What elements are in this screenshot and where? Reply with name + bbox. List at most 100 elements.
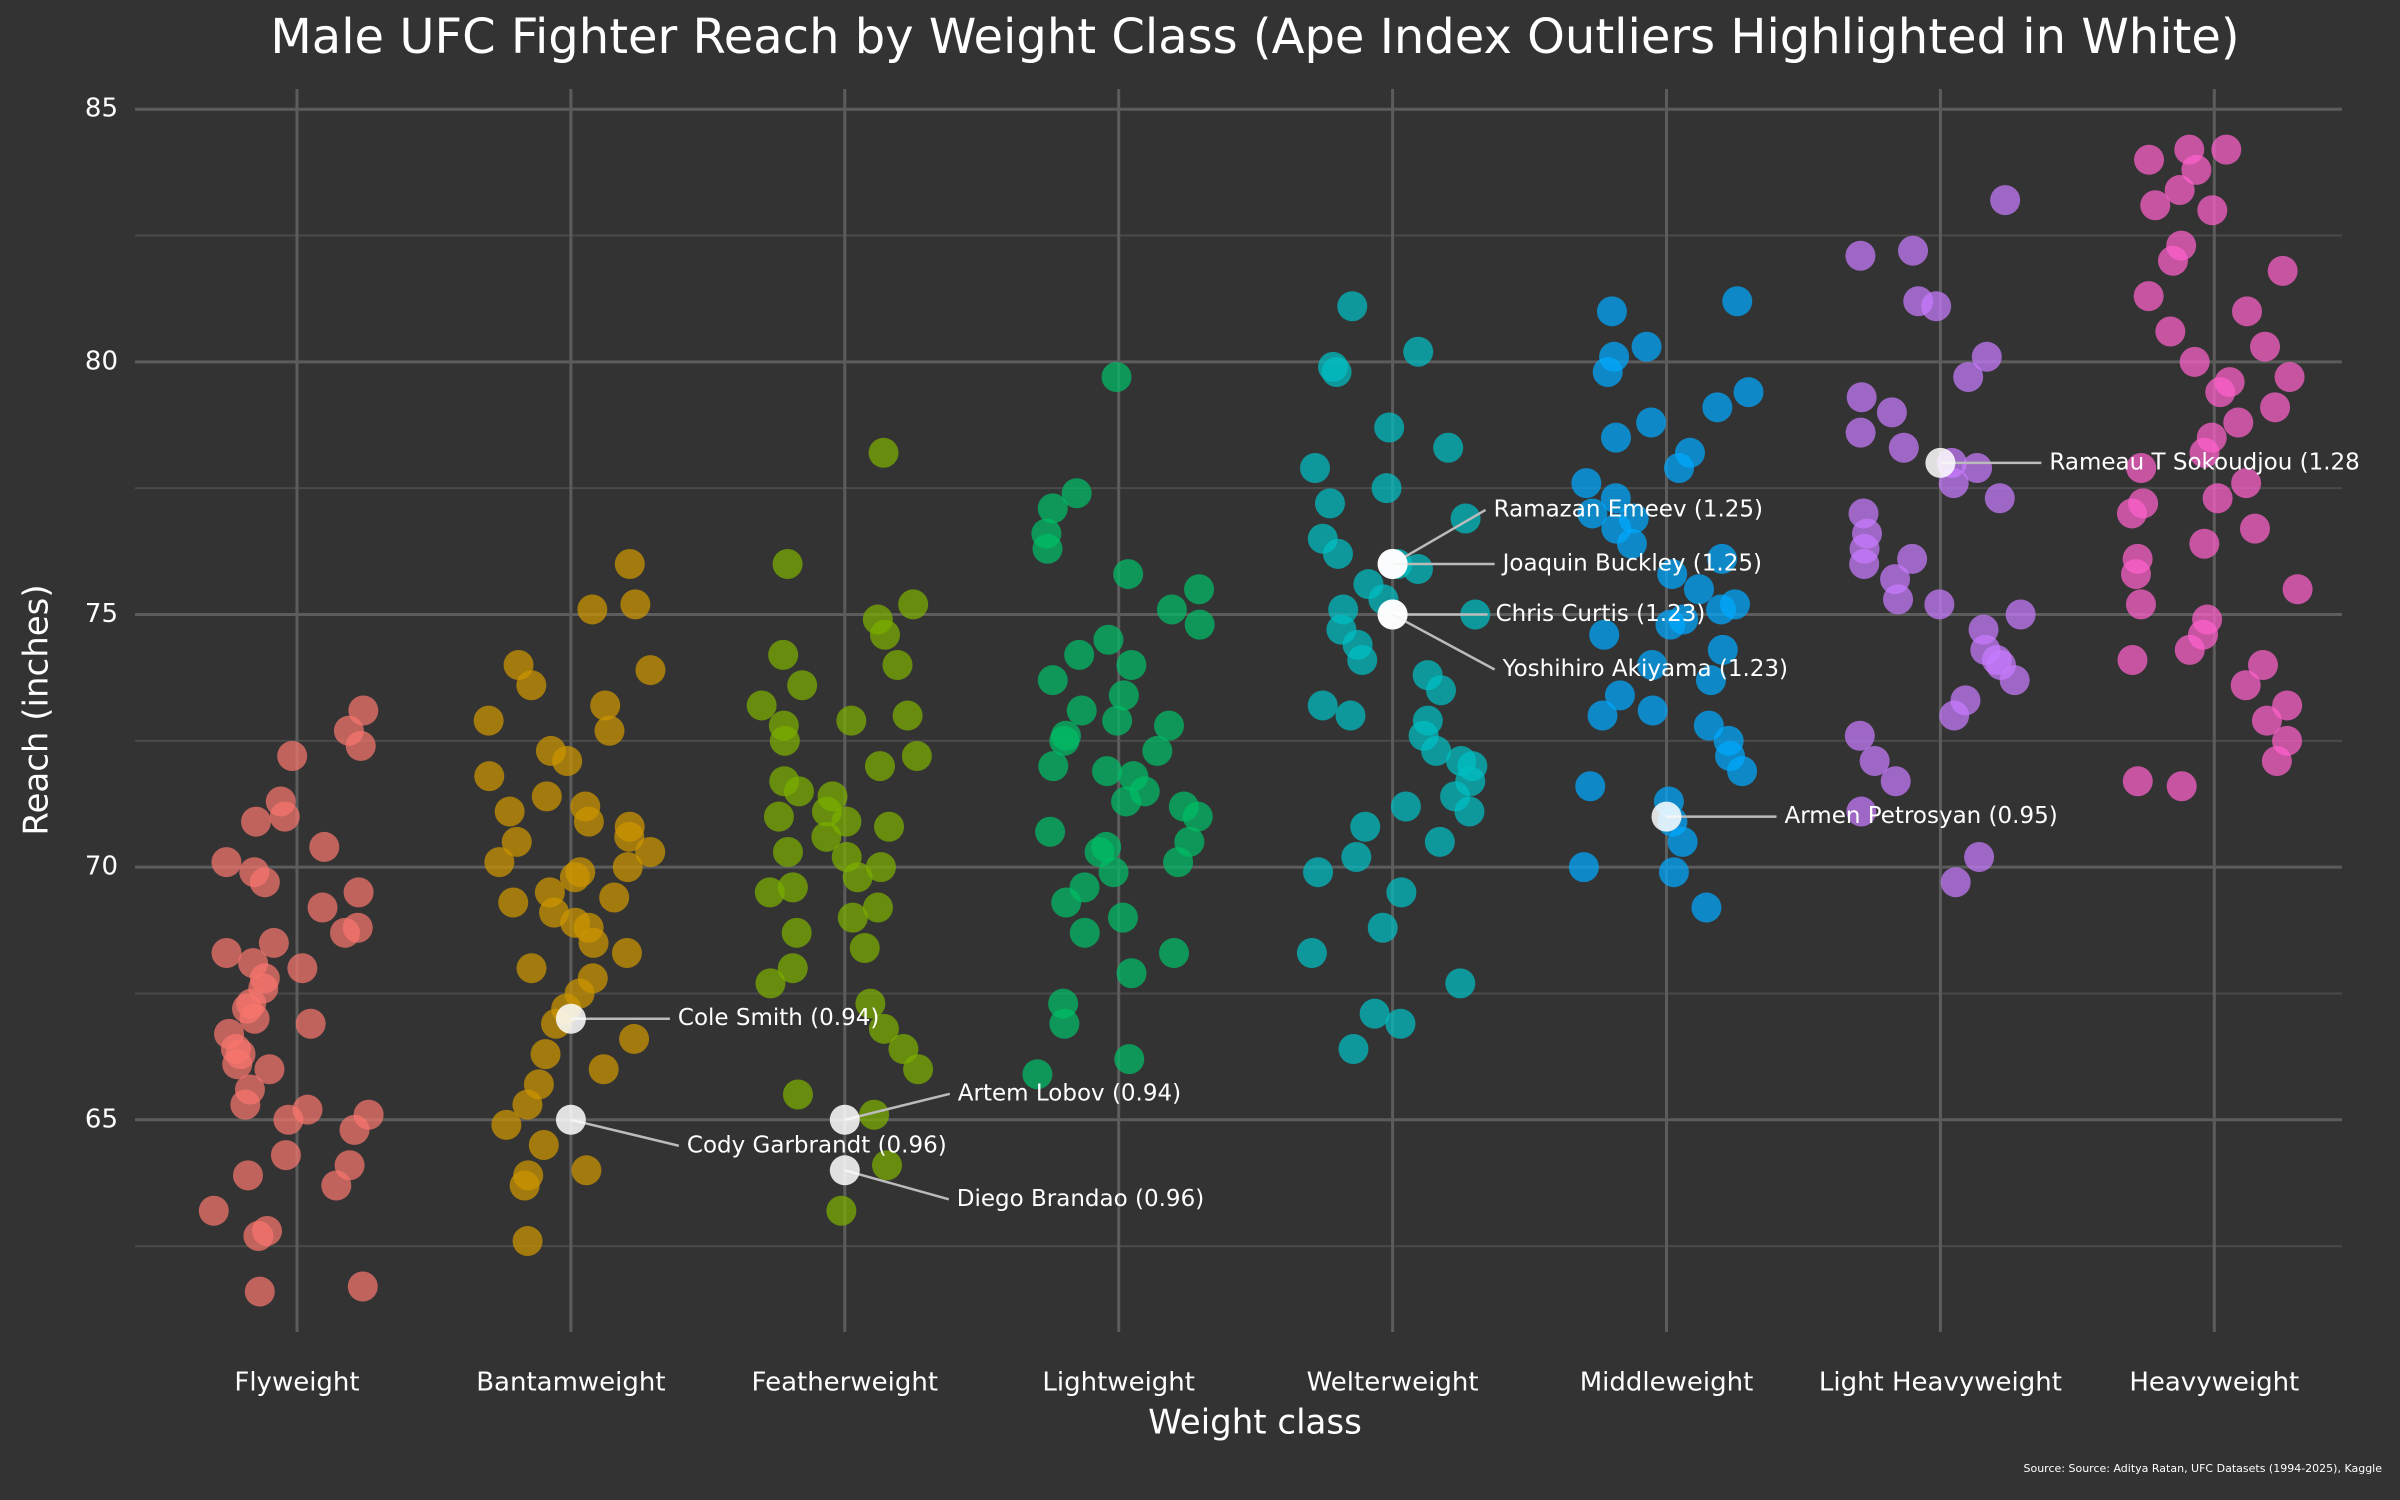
- data-point: [339, 1114, 370, 1145]
- data-point: [1575, 771, 1606, 802]
- data-point: [1328, 594, 1359, 625]
- data-point: [898, 589, 929, 620]
- annotation-label: Diego Brandao (0.96): [957, 1186, 1204, 1212]
- data-point: [1454, 796, 1485, 827]
- x-tick-label: Lightweight: [1042, 1368, 1195, 1398]
- data-point: [1182, 801, 1213, 832]
- data-point: [1303, 857, 1334, 888]
- data-point: [474, 761, 505, 792]
- data-point: [1577, 498, 1608, 529]
- data-point: [1667, 826, 1698, 857]
- data-point: [1999, 665, 2030, 696]
- data-point: [1037, 665, 1068, 696]
- data-point: [2125, 589, 2156, 620]
- data-point: [1084, 836, 1115, 867]
- data-point: [578, 927, 609, 958]
- data-point: [501, 826, 532, 857]
- data-point: [1403, 336, 1434, 367]
- data-point: [239, 857, 270, 888]
- data-point: [1322, 538, 1353, 569]
- data-point: [348, 695, 379, 726]
- data-point: [1971, 341, 2002, 372]
- data-point: [783, 776, 814, 807]
- annotation-label: Cody Garbrandt (0.96): [687, 1132, 947, 1158]
- x-tick-label: Middleweight: [1580, 1368, 1754, 1398]
- outlier-point: [829, 1104, 860, 1135]
- data-point: [836, 705, 867, 736]
- data-point: [2260, 392, 2291, 423]
- data-point: [619, 1023, 650, 1054]
- data-point: [512, 1089, 543, 1120]
- data-point: [2261, 746, 2292, 777]
- data-point: [1092, 756, 1123, 787]
- data-point: [1568, 852, 1599, 883]
- data-point: [1883, 584, 1914, 615]
- data-point: [635, 655, 666, 686]
- data-point: [1035, 816, 1066, 847]
- data-point: [516, 670, 547, 701]
- data-point: [614, 548, 645, 579]
- data-point: [2251, 705, 2282, 736]
- data-point: [1296, 938, 1327, 969]
- data-point: [1658, 857, 1689, 888]
- data-point: [531, 781, 562, 812]
- data-point: [1921, 291, 1952, 322]
- data-point: [1114, 1044, 1145, 1075]
- data-point: [269, 801, 300, 832]
- data-point: [571, 1155, 602, 1186]
- data-point: [1321, 356, 1352, 387]
- annotation-label: Joaquin Buckley (1.25): [1501, 550, 1762, 576]
- source-note: Source: Source: Aditya Ratan, UFC Datase…: [2024, 1462, 2383, 1475]
- data-point: [1425, 675, 1456, 706]
- data-point: [611, 938, 642, 969]
- data-point: [1962, 452, 1993, 483]
- data-point: [1359, 998, 1390, 1029]
- data-point: [258, 927, 289, 958]
- data-point: [243, 1220, 274, 1251]
- leader-line: [844, 1092, 951, 1121]
- data-point: [763, 801, 794, 832]
- data-point: [755, 968, 786, 999]
- data-point: [1142, 735, 1173, 766]
- data-point: [2267, 255, 2298, 286]
- data-point: [1601, 422, 1632, 453]
- data-point: [769, 725, 800, 756]
- data-point: [772, 548, 803, 579]
- data-point: [1116, 958, 1147, 989]
- data-point: [1845, 240, 1876, 271]
- data-point: [1446, 746, 1477, 777]
- data-point: [2126, 452, 2157, 483]
- data-point: [1707, 634, 1738, 665]
- y-tick-label: 85: [85, 94, 118, 124]
- data-point: [612, 852, 643, 883]
- data-point: [1069, 917, 1100, 948]
- data-point: [287, 953, 318, 984]
- data-point: [1307, 690, 1338, 721]
- leader-line: [1392, 613, 1496, 671]
- data-point: [1156, 594, 1187, 625]
- outlier-point: [829, 1155, 860, 1186]
- data-point: [1924, 589, 1955, 620]
- data-point: [1664, 452, 1695, 483]
- data-point: [1849, 548, 1880, 579]
- data-point: [241, 806, 272, 837]
- data-point: [882, 650, 913, 681]
- annotation-label: Cole Smith (0.94): [678, 1005, 879, 1031]
- annotation-label: Artem Lobov (0.94): [958, 1080, 1181, 1106]
- annotations: Cole Smith (0.94) Cody Garbrandt (0.96) Ar…: [555, 447, 2360, 1212]
- data-point: [1300, 452, 1331, 483]
- data-point: [754, 877, 785, 908]
- x-tick-label: Heavyweight: [2129, 1368, 2299, 1398]
- data-point: [484, 847, 515, 878]
- data-point: [1116, 650, 1147, 681]
- data-point: [1695, 665, 1726, 696]
- data-point: [2189, 437, 2220, 468]
- data-point: [512, 1226, 543, 1257]
- data-point: [1727, 756, 1758, 787]
- data-point: [2214, 367, 2245, 398]
- x-tick-label: Bantamweight: [476, 1368, 665, 1398]
- data-point: [1683, 574, 1714, 605]
- data-point: [1347, 644, 1378, 675]
- data-point: [1657, 559, 1688, 590]
